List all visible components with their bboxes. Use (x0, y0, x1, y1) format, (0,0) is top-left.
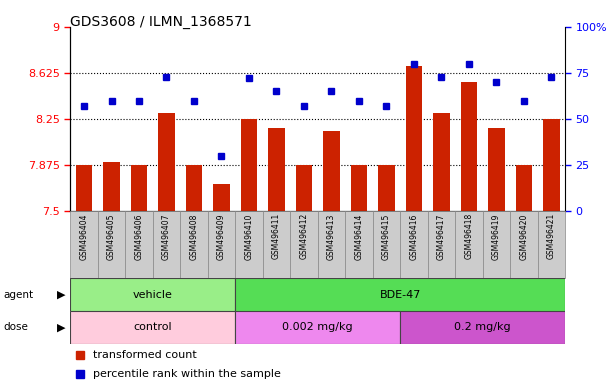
Text: ▶: ▶ (57, 322, 65, 333)
Text: GDS3608 / ILMN_1368571: GDS3608 / ILMN_1368571 (70, 15, 252, 29)
Bar (186, 165, 202, 211)
Bar (263, 211, 290, 278)
Text: GSM496407: GSM496407 (162, 213, 171, 260)
Bar (158, 113, 175, 211)
Bar (103, 162, 120, 211)
Text: 0.2 mg/kg: 0.2 mg/kg (455, 322, 511, 333)
Bar (516, 165, 532, 211)
Text: GSM496421: GSM496421 (547, 213, 556, 260)
Bar (70, 278, 235, 311)
Bar (483, 211, 510, 278)
Bar (400, 211, 428, 278)
Bar (406, 66, 422, 211)
Bar (153, 211, 180, 278)
Bar (433, 113, 450, 211)
Text: GSM496414: GSM496414 (354, 213, 364, 260)
Text: control: control (133, 322, 172, 333)
Bar (461, 82, 477, 211)
Text: ▶: ▶ (57, 290, 65, 300)
Text: GSM496404: GSM496404 (79, 213, 89, 260)
Text: vehicle: vehicle (133, 290, 173, 300)
Bar (76, 165, 92, 211)
Text: GSM496409: GSM496409 (217, 213, 226, 260)
Bar (70, 311, 235, 344)
Bar (400, 311, 565, 344)
Text: GSM496420: GSM496420 (519, 213, 529, 260)
Bar (345, 211, 373, 278)
Text: GSM496417: GSM496417 (437, 213, 446, 260)
Text: GSM496408: GSM496408 (189, 213, 199, 260)
Text: transformed count: transformed count (92, 350, 196, 360)
Text: dose: dose (3, 322, 28, 333)
Text: GSM496413: GSM496413 (327, 213, 336, 260)
Bar (235, 311, 400, 344)
Bar (208, 211, 235, 278)
Text: percentile rank within the sample: percentile rank within the sample (92, 369, 280, 379)
Bar (180, 211, 208, 278)
Bar (538, 211, 565, 278)
Bar (235, 278, 565, 311)
Text: 0.002 mg/kg: 0.002 mg/kg (282, 322, 353, 333)
Bar (241, 119, 257, 211)
Bar (290, 211, 318, 278)
Text: GSM496418: GSM496418 (464, 213, 474, 260)
Bar (296, 165, 312, 211)
Bar (428, 211, 455, 278)
Text: GSM496405: GSM496405 (107, 213, 116, 260)
Text: GSM496416: GSM496416 (409, 213, 419, 260)
Text: GSM496419: GSM496419 (492, 213, 501, 260)
Bar (235, 211, 263, 278)
Text: GSM496410: GSM496410 (244, 213, 254, 260)
Text: BDE-47: BDE-47 (379, 290, 421, 300)
Bar (70, 211, 98, 278)
Text: GSM496415: GSM496415 (382, 213, 391, 260)
Bar (373, 211, 400, 278)
Bar (213, 184, 230, 211)
Text: agent: agent (3, 290, 33, 300)
Bar (323, 131, 340, 211)
Text: GSM496412: GSM496412 (299, 213, 309, 260)
Text: GSM496406: GSM496406 (134, 213, 144, 260)
Text: GSM496411: GSM496411 (272, 213, 281, 260)
Bar (510, 211, 538, 278)
Bar (125, 211, 153, 278)
Bar (378, 165, 395, 211)
Bar (543, 119, 560, 211)
Bar (98, 211, 125, 278)
Bar (455, 211, 483, 278)
Bar (318, 211, 345, 278)
Bar (351, 165, 367, 211)
Bar (488, 127, 505, 211)
Bar (268, 127, 285, 211)
Bar (131, 165, 147, 211)
